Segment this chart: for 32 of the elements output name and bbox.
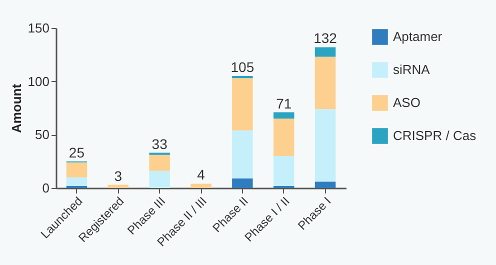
y-tick-label: 150 xyxy=(28,20,50,36)
legend-label: CRISPR / Cas xyxy=(393,128,477,143)
bar xyxy=(232,78,253,130)
legend-label: siRNA xyxy=(393,62,430,77)
bar xyxy=(314,47,336,57)
total-label: 4 xyxy=(197,166,206,183)
bar xyxy=(232,178,253,188)
y-tick-label: 100 xyxy=(28,74,50,89)
total-label: 105 xyxy=(230,59,254,75)
total-label: 132 xyxy=(314,30,338,46)
bar xyxy=(149,154,170,171)
y-tick-label: 50 xyxy=(35,127,50,142)
legend-label: Aptamer xyxy=(393,29,443,44)
bar xyxy=(274,156,294,186)
bar xyxy=(314,109,336,182)
bar xyxy=(232,130,253,178)
total-label: 25 xyxy=(68,144,85,160)
legend-label: ASO xyxy=(393,95,420,110)
total-label: 71 xyxy=(276,95,292,112)
bar xyxy=(274,112,294,119)
total-label: 33 xyxy=(152,136,168,152)
bar xyxy=(66,162,88,178)
bar xyxy=(314,182,336,188)
bar xyxy=(190,184,212,188)
bar xyxy=(66,177,88,186)
total-label: 3 xyxy=(114,168,122,184)
bar xyxy=(274,118,294,156)
bar xyxy=(314,56,336,110)
y-axis-title: Amount xyxy=(8,83,24,134)
bar xyxy=(108,184,128,188)
bar xyxy=(149,170,170,188)
y-tick-label: 0 xyxy=(42,180,50,196)
